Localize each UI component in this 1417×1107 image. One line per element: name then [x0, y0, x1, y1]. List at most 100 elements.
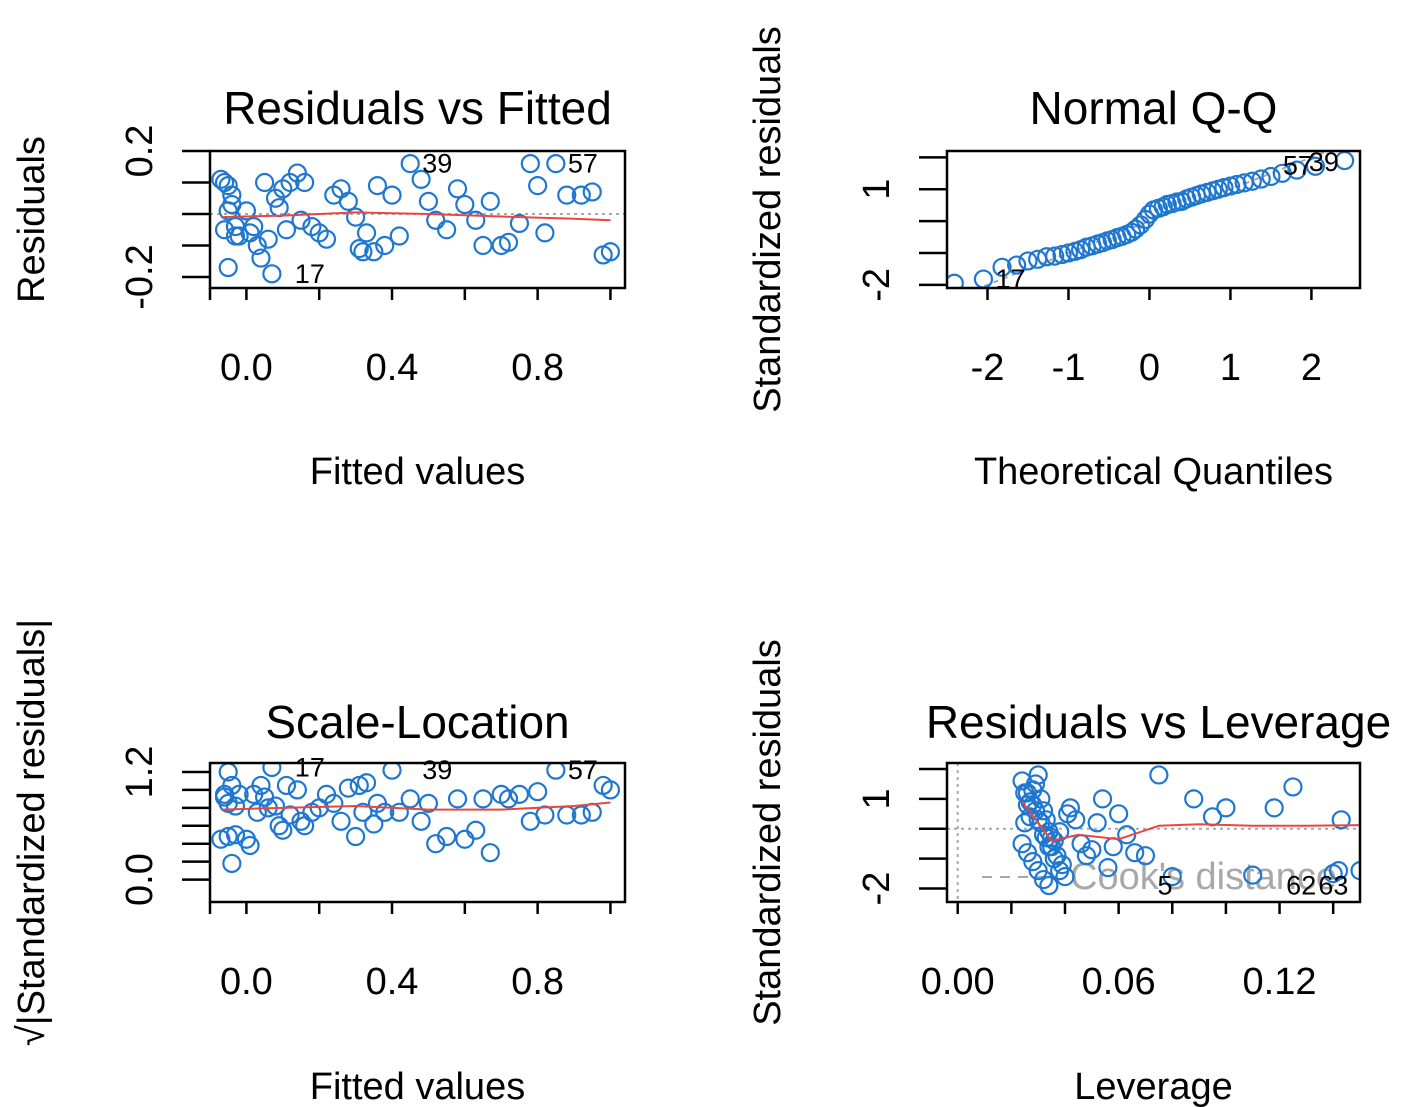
x-tick-label: 0 — [1139, 347, 1160, 389]
smoother-line — [1021, 801, 1360, 842]
point-label: 17 — [995, 264, 1025, 294]
data-point — [276, 775, 297, 796]
data-point — [338, 191, 358, 211]
data-point — [1305, 156, 1326, 176]
data-point — [600, 242, 621, 262]
data-point — [364, 814, 384, 834]
data-point — [331, 811, 351, 831]
data-point — [331, 179, 351, 199]
y-tick-label: -0.2 — [119, 244, 161, 309]
x-tick-label: 0.4 — [366, 347, 419, 389]
data-point — [1126, 219, 1146, 239]
data-point — [262, 763, 282, 778]
residuals-vs-leverage-panel: Residuals vs Leverage Leverage Standardize… — [747, 639, 1391, 1107]
point-label: 62 — [1286, 871, 1316, 901]
data-point — [236, 201, 257, 221]
data-point — [251, 775, 271, 796]
chart-title: Residuals vs Leverage — [926, 696, 1391, 748]
data-point — [389, 802, 409, 822]
data-point — [535, 805, 555, 825]
scale-location-panel: Scale-Location Fitted values √|Standardize… — [11, 619, 627, 1107]
data-point — [1328, 861, 1349, 881]
data-point — [1264, 798, 1284, 818]
normal-qq-panel: Normal Q-Q Theoretical Quantiles Standardi… — [747, 26, 1362, 493]
point-label: 39 — [422, 755, 452, 785]
smoother-line — [220, 211, 611, 222]
data-point — [480, 191, 500, 211]
data-point — [1283, 777, 1303, 797]
data-point — [582, 802, 602, 822]
data-point — [287, 780, 307, 800]
data-point — [1243, 865, 1263, 885]
data-point — [1082, 840, 1102, 860]
data-point — [473, 235, 493, 256]
data-point — [992, 257, 1012, 277]
data-point — [214, 787, 235, 807]
data-point — [291, 210, 311, 230]
data-point — [1162, 866, 1182, 887]
x-tick-label: 0.8 — [511, 961, 564, 1003]
data-point — [1033, 869, 1054, 890]
data-point — [437, 826, 457, 847]
data-point — [400, 153, 420, 174]
data-point — [262, 264, 282, 284]
data-point — [528, 782, 548, 802]
y-axis-label: Residuals — [11, 136, 53, 303]
data-point — [498, 232, 519, 252]
data-point — [382, 763, 402, 780]
data-point — [520, 153, 540, 174]
data-point — [346, 826, 366, 847]
data-point — [269, 816, 289, 836]
y-axis-label: Standardized residuals — [747, 26, 789, 413]
data-point — [535, 223, 555, 243]
x-axis-label: Leverage — [1074, 1066, 1232, 1107]
x-tick-label: -2 — [971, 347, 1005, 389]
data-point — [557, 185, 577, 205]
data-point — [1037, 247, 1057, 267]
data-point — [546, 153, 566, 174]
data-point — [1017, 783, 1038, 803]
point-label: 5 — [1157, 871, 1172, 901]
data-point — [498, 789, 519, 809]
data-point — [1055, 866, 1075, 887]
data-point — [1066, 810, 1086, 830]
data-point — [1018, 251, 1038, 271]
chart-title: Scale-Location — [265, 696, 569, 748]
data-point — [251, 248, 271, 268]
data-point — [1109, 804, 1129, 824]
y-tick-label: -2 — [856, 268, 898, 302]
y-axis-label: Standardized residuals — [747, 639, 789, 1026]
x-axis-label: Fitted values — [310, 1066, 525, 1107]
plot-frame — [945, 761, 1362, 904]
data-point — [364, 242, 384, 262]
data-point — [240, 835, 260, 856]
x-tick-label: 0.8 — [511, 347, 564, 389]
data-point — [571, 805, 591, 825]
point-label: 17 — [295, 752, 325, 782]
data-point — [225, 825, 246, 845]
data-point — [418, 191, 439, 211]
data-point — [437, 220, 457, 240]
x-tick-label: 0.4 — [366, 961, 419, 1003]
data-point — [1044, 849, 1064, 869]
data-point — [411, 169, 431, 189]
data-point — [222, 185, 242, 205]
data-point — [1033, 825, 1054, 845]
x-axis-label: Theoretical Quantiles — [974, 451, 1333, 493]
data-point — [1028, 765, 1048, 785]
data-point — [1216, 798, 1236, 818]
point-label: 17 — [295, 259, 325, 289]
data-point — [1098, 858, 1118, 878]
data-point — [265, 796, 286, 816]
data-point — [466, 210, 486, 230]
y-tick-label: 1 — [856, 788, 898, 809]
data-point — [338, 778, 358, 798]
data-point — [247, 802, 267, 822]
x-tick-label: 0.00 — [921, 961, 995, 1003]
data-point — [1272, 163, 1292, 183]
x-tick-label: 0.12 — [1243, 961, 1317, 1003]
data-point — [255, 787, 275, 807]
data-point — [480, 843, 500, 863]
y-tick-label: 1 — [856, 179, 898, 200]
